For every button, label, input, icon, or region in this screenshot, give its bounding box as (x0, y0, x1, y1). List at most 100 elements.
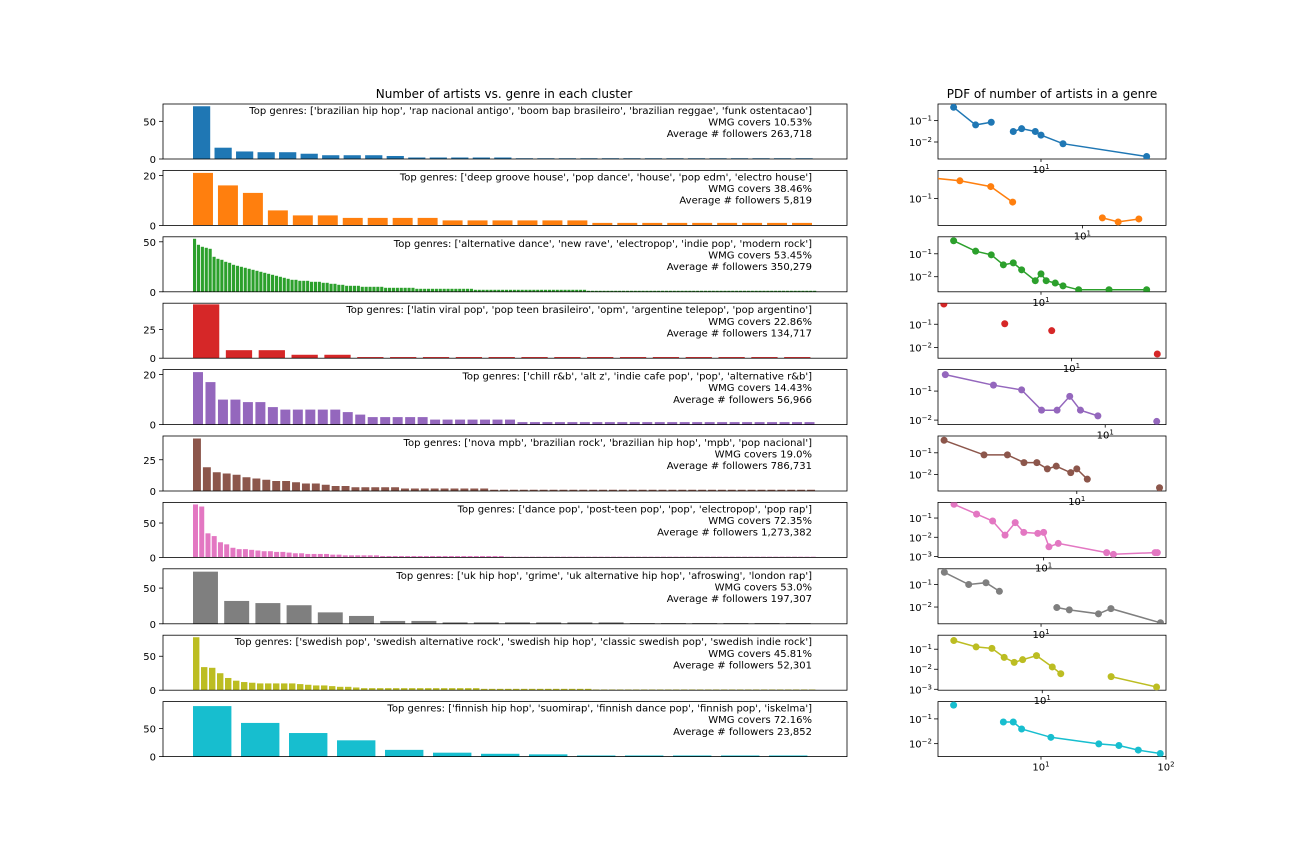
bar (216, 258, 220, 292)
data-point (1009, 127, 1017, 135)
bar (259, 271, 263, 292)
bar (545, 688, 552, 691)
bar (345, 285, 349, 292)
bar (577, 688, 584, 691)
bar (451, 157, 469, 159)
data-point (1094, 412, 1102, 420)
bar (292, 409, 303, 425)
bar (539, 489, 548, 491)
axes-frame (937, 169, 1167, 226)
bar (442, 556, 448, 558)
bar (604, 422, 615, 425)
bar (255, 550, 261, 558)
bar (529, 754, 568, 757)
bar (249, 549, 255, 558)
bar (360, 286, 364, 292)
axes-frame (162, 236, 848, 293)
bar (480, 556, 486, 558)
bar (294, 279, 298, 292)
bar (486, 556, 492, 558)
bar (554, 422, 565, 425)
bar (555, 289, 559, 292)
data-point (980, 451, 988, 459)
data-point (1103, 549, 1111, 557)
data-point (989, 517, 997, 525)
bar (715, 290, 719, 292)
bar (719, 290, 723, 292)
cluster-annotation: WMG covers 19.0% (715, 450, 812, 461)
bar (625, 755, 664, 757)
bar (703, 290, 708, 292)
bar (497, 688, 504, 691)
data-point (904, 172, 911, 179)
bar (367, 555, 373, 558)
bar (746, 290, 750, 292)
bar (405, 417, 416, 425)
data-point (1040, 528, 1048, 536)
series-line (945, 373, 1099, 417)
data-point (1107, 673, 1115, 681)
bar (438, 288, 442, 292)
bar (311, 483, 320, 491)
bar (204, 247, 208, 292)
bar (385, 688, 392, 691)
y-tick-label: 10−1 (909, 385, 932, 398)
y-tick-label: 10−2 (909, 136, 932, 149)
bar (490, 489, 499, 491)
data-point (1037, 270, 1045, 278)
bar (224, 600, 250, 624)
pdf-panel-6: 10−1 10−2 10−3 101 (909, 501, 1167, 574)
bar (322, 155, 340, 159)
bar (353, 687, 360, 691)
bar (589, 489, 598, 491)
bar (497, 289, 501, 292)
bar (767, 489, 776, 491)
bar (423, 556, 429, 558)
data-point (1156, 619, 1164, 624)
bar (481, 289, 485, 292)
bar (313, 281, 318, 292)
bar (721, 755, 760, 757)
bar (280, 409, 291, 425)
bar (415, 288, 419, 292)
data-point (999, 261, 1007, 269)
bar (779, 422, 790, 425)
series-line (953, 240, 1147, 291)
bar (357, 357, 384, 359)
bar (342, 555, 348, 558)
data-point (1109, 550, 1117, 558)
bar-panel-6: 0 50 Top genres: ['dance pop', 'post-teen … (143, 501, 848, 564)
bar (265, 683, 272, 691)
bar (455, 556, 461, 558)
plot-area (940, 436, 1164, 491)
bar (517, 422, 528, 425)
bar (700, 290, 704, 292)
bar (449, 688, 456, 691)
bar (606, 290, 610, 292)
bar (494, 157, 512, 159)
bar (559, 489, 568, 491)
bar (286, 278, 290, 292)
y-tick-label: 20 (143, 371, 156, 382)
bar (329, 283, 333, 292)
bar (201, 667, 208, 691)
bar (680, 290, 684, 292)
bar (617, 422, 628, 425)
bar (291, 354, 318, 359)
bar (311, 553, 317, 558)
bar (792, 422, 803, 425)
series-line (943, 571, 1000, 592)
bar (583, 289, 587, 292)
bar (313, 685, 320, 691)
bar (330, 554, 336, 558)
bar (633, 290, 637, 292)
data-point (1001, 531, 1009, 539)
series-line (943, 439, 1088, 480)
cluster-annotation: Top genres: ['uk hip hop', 'grime', 'uk … (395, 571, 812, 582)
y-tick-label: 0 (150, 288, 156, 299)
data-point (1153, 417, 1161, 425)
bar (212, 472, 221, 491)
bar (610, 290, 614, 292)
y-tick-label: 50 (143, 584, 156, 595)
data-point (1107, 605, 1115, 613)
